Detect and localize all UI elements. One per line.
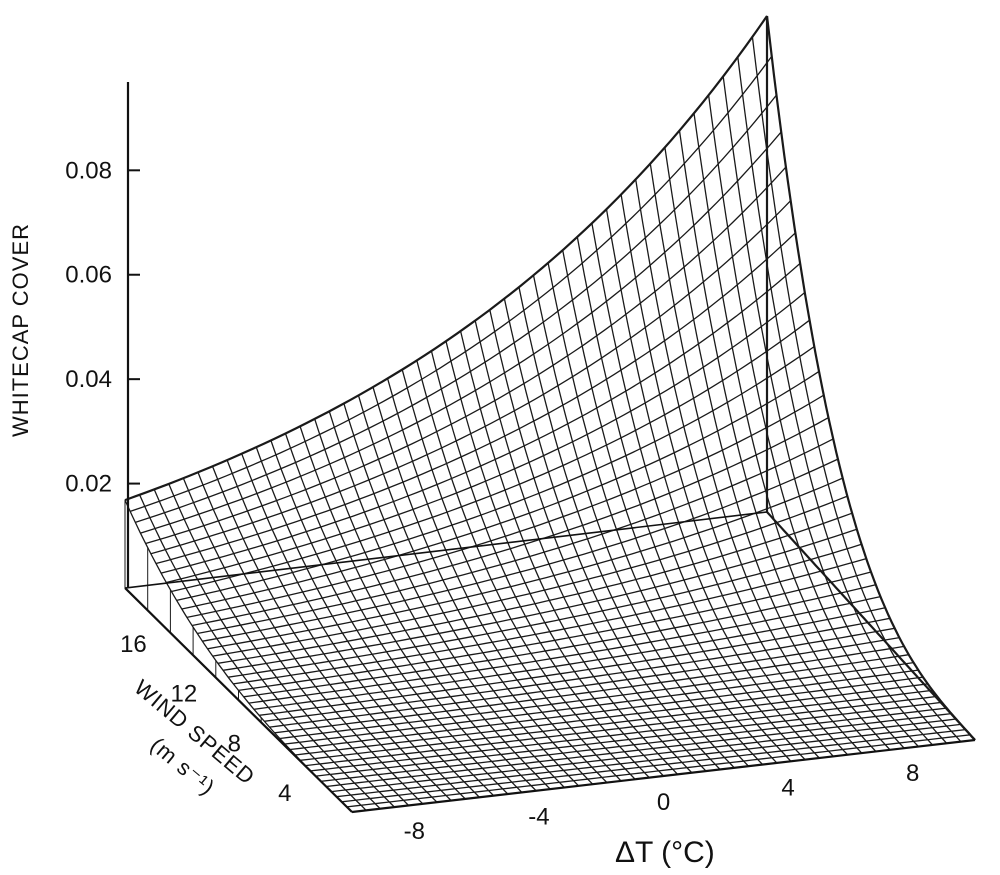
mesh-line-wind [181,370,820,610]
mesh-line-wind [315,701,942,777]
mesh-line-wind [346,734,971,808]
mesh-line-wind [166,291,806,584]
dt-tick-label: -4 [528,803,549,830]
wind-tick-label: 12 [171,681,198,708]
mesh-line-wind [160,262,801,574]
mesh-line-wind [274,645,905,734]
mesh-line-wind [155,232,796,565]
surface-edge [124,15,768,502]
wind-tick-label: 16 [120,631,147,658]
dt-tick-label: 8 [906,760,919,787]
mesh-line-wind [243,584,876,698]
mesh-line-wind [228,543,862,678]
mesh-line-wind [129,56,773,513]
mesh-line-wind [295,676,924,756]
axes [124,82,976,814]
mesh-line-wind [233,557,867,685]
mesh-line-wind [135,94,778,524]
mesh-line-wind [326,712,952,788]
dt-tick-label: 4 [781,775,794,802]
surface-mesh [124,15,976,813]
dt-tick-label: -8 [404,818,425,845]
mesh-line-wind [264,627,895,722]
mesh-line-wind [222,528,858,671]
mesh-line-wind [341,728,966,803]
mesh-line-wind [290,669,919,751]
mesh-line-wind [217,512,853,664]
mesh-line-wind [176,345,815,602]
mesh-line-wind [248,595,881,704]
back-base-edge [124,511,768,589]
mesh-line-wind [279,654,909,740]
mesh-line-wind [310,695,938,772]
z-tick-label: 0.04 [65,366,112,393]
mesh-line-wind [238,571,872,692]
y-axis-title: WHITECAP COVER [8,223,33,437]
mesh-line-wind [259,617,891,716]
wind-axis-line [124,587,353,813]
mesh-line-wind [300,683,928,761]
mesh-line-wind [331,718,957,793]
mesh-line-dt [766,15,976,741]
mesh-line-wind [145,166,787,545]
z-tick-label: 0.06 [65,262,112,289]
mesh-line-wind [305,689,933,767]
mesh-line-wind [320,707,947,782]
mesh-line-wind [253,607,886,710]
mesh-line-wind [197,438,834,635]
wind-tick-label: 4 [278,780,291,807]
mesh-line-wind [284,661,914,745]
mesh-line-wind [207,477,843,650]
mesh-line-wind [150,200,792,555]
mesh-line-dt [241,453,466,800]
dt-tick-label: 0 [657,789,670,816]
mesh-line-wind [212,495,848,657]
wind-tick-label: 8 [228,730,241,757]
mesh-line-wind [171,319,810,593]
mesh-line-wind [186,394,825,619]
mesh-line-wind [336,723,961,798]
mesh-line-dt [459,330,679,775]
surface-edge [765,15,976,741]
dt-axis-title: ΔT (°C) [615,836,715,869]
z-tick-label: 0.08 [65,157,112,184]
mesh-line-wind [269,636,900,728]
mesh-line-wind [191,417,829,627]
tick-labels: 0.02 0.04 0.06 0.08 4 8 12 16 -8 -4 0 4 8 [65,157,919,844]
dt-axis-line [351,738,976,814]
z-tick-label: 0.02 [65,471,112,498]
mesh-line-wind [202,458,839,642]
mesh-line-wind [140,131,782,534]
surface-edge [766,511,976,741]
